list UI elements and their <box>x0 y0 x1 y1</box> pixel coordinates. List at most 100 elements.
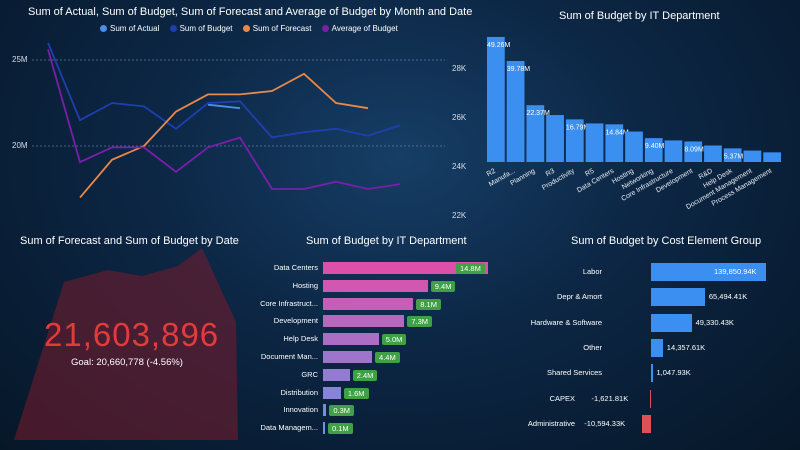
vbar-data-label-2: 22.37M <box>526 110 550 117</box>
legend-label-actual[interactable]: Sum of Actual <box>110 24 160 33</box>
hbar-data-label-3: 7.3M <box>407 316 433 328</box>
vbar-9[interactable] <box>664 140 683 162</box>
hbar-2[interactable] <box>323 297 414 310</box>
cost-category-label-3: Other <box>583 342 602 352</box>
hbar-category-label-0: Data Centers <box>273 263 318 272</box>
vbar-data-label-1: 39.78M <box>507 66 531 73</box>
legend-label-budget[interactable]: Sum of Budget <box>179 24 233 33</box>
line-series-sum-of-actual[interactable] <box>207 103 241 110</box>
gauge-goal: Goal: 20,660,778 (-4.56%) <box>71 357 183 368</box>
gauge-title: Sum of Forecast and Sum of Budget by Dat… <box>20 235 239 247</box>
hbar-category-label-6: GRC <box>301 369 318 379</box>
hbar-category-label-7: Distribution <box>280 387 318 397</box>
vbar-2[interactable] <box>526 105 545 162</box>
cost-category-label-5: CAPEX <box>549 393 575 403</box>
cost-category-label-4: Shared Services <box>546 368 602 378</box>
gauge-area-shape <box>14 248 238 440</box>
hbar-3[interactable] <box>323 315 405 328</box>
hbar-6[interactable] <box>323 368 350 381</box>
legend-dot-budget <box>169 25 177 32</box>
cost-bar-0[interactable] <box>651 263 766 281</box>
gauge-area <box>14 248 238 440</box>
hbar-data-label-7: 1.6M <box>343 387 369 399</box>
line-series-average-of-budget[interactable] <box>47 49 401 190</box>
y-right-tick-26k: 26K <box>452 113 467 122</box>
hbar-category-label-2: Core Infrastruct... <box>260 298 318 308</box>
cost-category-label-2: Hardware & Software <box>530 317 602 327</box>
cost-bar-2[interactable] <box>651 313 692 332</box>
vbar-0[interactable] <box>487 36 505 162</box>
cost-data-label-0: 139,850.94K <box>714 267 757 276</box>
cost-category-label-1: Depr & Amort <box>556 292 602 302</box>
vbar-data-label-8: 9.40M <box>645 143 665 150</box>
cost-bar-4[interactable] <box>651 364 653 383</box>
legend-dot-average <box>321 25 329 32</box>
y-right-tick-28k: 28K <box>452 64 467 73</box>
cost-category-label-6: Administrative <box>527 418 575 428</box>
line-series-group <box>47 42 401 199</box>
legend-label-average[interactable]: Average of Budget <box>331 24 398 33</box>
vbar-6[interactable] <box>605 124 624 162</box>
cost-data-label-4: 1,047.93K <box>656 368 691 378</box>
hbar-data-label-5: 4.4M <box>375 352 400 363</box>
vbar-14[interactable] <box>763 152 781 162</box>
cost-category-label-0: Labor <box>582 267 602 276</box>
cost-data-label-6: -10,594.33K <box>584 418 626 428</box>
hbar-data-label-6: 2.4M <box>352 369 378 381</box>
hbar-chart-title: Sum of Budget by IT Department <box>306 235 467 247</box>
cost-data-label-3: 14,357.61K <box>666 342 706 352</box>
hbar-category-label-5: Document Man... <box>260 352 318 361</box>
vbar-data-label-10: 8.09M <box>684 146 704 153</box>
vbar-data-label-4: 16.79M <box>566 124 590 131</box>
hbar-8[interactable] <box>323 404 327 417</box>
vbar-category-label-3: R3 <box>545 168 556 179</box>
vbar-7[interactable] <box>625 131 643 162</box>
vbar-5[interactable] <box>585 123 604 162</box>
legend-dot-forecast <box>242 25 250 32</box>
vbar-category-label-6: Data Centers <box>576 167 616 194</box>
cost-bar-1[interactable] <box>651 288 705 307</box>
hbar-category-label-1: Hosting <box>292 280 318 290</box>
cost-bar-5[interactable] <box>649 389 651 408</box>
hbar-5[interactable] <box>323 351 373 363</box>
vbar-11[interactable] <box>704 145 722 163</box>
gauge-goal-text: Goal: 20,660,778 <box>71 357 144 368</box>
hbar-data-label-8: 0.3M <box>329 405 355 417</box>
gauge-variance: (-4.56%) <box>146 357 183 368</box>
hbar-data-label-2: 8.1M <box>416 298 441 310</box>
cost-chart-title: Sum of Budget by Cost Element Group <box>571 235 762 247</box>
line-series-sum-of-forecast[interactable] <box>79 72 369 199</box>
vbar-data-label-0: 49.26M <box>487 42 511 49</box>
hbar-1[interactable] <box>323 279 428 292</box>
cost-data-label-1: 65,494.41K <box>708 292 748 302</box>
y-right-tick-24k: 24K <box>452 162 467 171</box>
hbar-category-label-4: Help Desk <box>283 334 318 344</box>
vbar-8[interactable] <box>644 138 663 162</box>
cost-bar-3[interactable] <box>651 338 663 357</box>
cost-bar-6[interactable] <box>642 414 651 433</box>
vbar-1[interactable] <box>506 61 525 162</box>
line-chart-title: Sum of Actual, Sum of Budget, Sum of For… <box>28 6 473 18</box>
vbar-13[interactable] <box>743 150 762 162</box>
hbar-7[interactable] <box>323 386 341 399</box>
line-chart[interactable] <box>0 0 470 230</box>
vbar-data-label-12: 5.37M <box>724 153 744 160</box>
hbar-category-label-9: Data Managem... <box>260 423 318 433</box>
y-right-tick-22k: 22K <box>452 211 467 220</box>
hbar-0[interactable] <box>323 262 488 274</box>
vbar-3[interactable] <box>546 115 564 162</box>
hbar-9[interactable] <box>323 422 325 435</box>
cost-data-label-2: 49,330.43K <box>695 317 734 327</box>
line-series-sum-of-budget[interactable] <box>47 42 401 139</box>
vbar-10[interactable] <box>684 141 703 162</box>
hbar-4[interactable] <box>323 333 379 346</box>
gauge-value: 21,603,896 <box>44 316 220 353</box>
vbar-data-label-6: 14.84M <box>605 129 629 136</box>
vbar-12[interactable] <box>723 148 742 162</box>
cost-data-label-5: -1,621.81K <box>591 393 629 403</box>
vbar-category-label-0: R2 <box>486 168 497 179</box>
legend-label-forecast[interactable]: Sum of Forecast <box>252 24 312 33</box>
vbar-4[interactable] <box>565 119 584 162</box>
